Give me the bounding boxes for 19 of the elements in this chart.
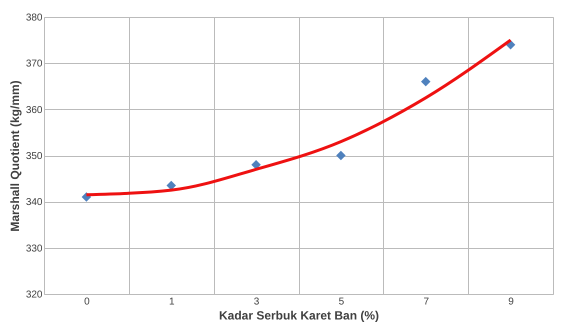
- y-tick-label: 380: [26, 12, 43, 24]
- point: [421, 76, 430, 86]
- y-tick-label: 370: [26, 58, 43, 70]
- x-tick-label: 9: [508, 296, 514, 308]
- point: [336, 150, 346, 160]
- y-tick-label: 340: [26, 197, 43, 208]
- point: [251, 160, 261, 170]
- y-tick-label: 360: [26, 104, 43, 116]
- y-axis-title: Marshall Quotient (kg/mm): [8, 80, 22, 232]
- x-tick-label: 5: [338, 296, 345, 308]
- x-tick-label: 1: [168, 296, 175, 308]
- x-tick-label: 3: [254, 296, 260, 308]
- y-tick-label: 320: [26, 290, 43, 300]
- x-tick-label: 7: [423, 296, 430, 308]
- x-tick-label: 0: [84, 296, 90, 308]
- y-tick-label: 330: [26, 243, 43, 254]
- x-axis-title: Kadar Serbuk Karet Ban (%): [218, 308, 380, 322]
- y-tick-label: 350: [26, 151, 43, 162]
- point: [166, 180, 176, 190]
